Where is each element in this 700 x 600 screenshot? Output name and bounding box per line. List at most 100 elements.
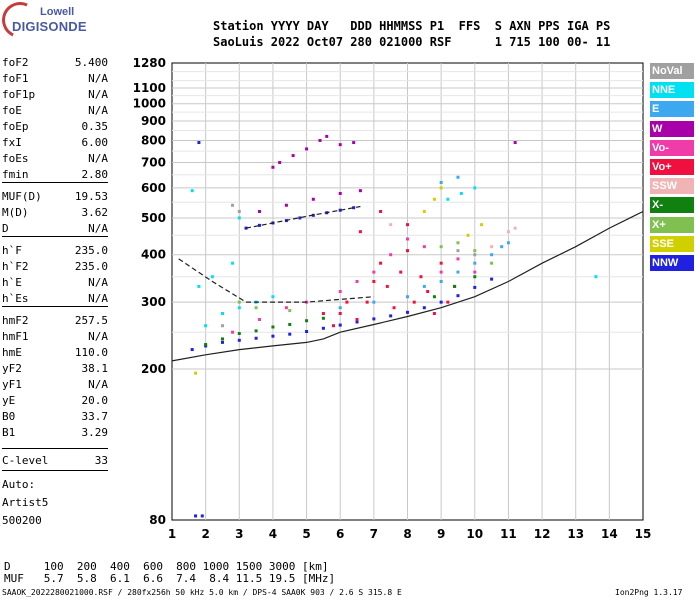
data-point-nnw [257, 223, 261, 227]
data-point-voplus [379, 261, 383, 265]
data-point-sse [194, 371, 198, 375]
param-name: fmin [2, 168, 29, 181]
legend-nnw: NNW [650, 255, 694, 271]
data-point-vominus [231, 330, 235, 334]
data-point-nnw [190, 348, 194, 352]
data-point-e [456, 270, 460, 274]
data-point-w [338, 143, 342, 147]
param-name: yE [2, 394, 16, 407]
data-point-vominus [439, 270, 443, 274]
data-point-voplus [358, 230, 362, 234]
data-point-nne [237, 306, 241, 310]
param-value: 3.29 [81, 426, 109, 439]
data-point-noval [456, 249, 460, 253]
profile-line-dashed-lower [178, 258, 374, 303]
data-point-vominus [372, 270, 376, 274]
param-row: MUF(D) 19.53 [2, 190, 108, 206]
param-row: foEp 0.35 [2, 120, 108, 136]
param-row: h`F 235.0 [2, 244, 108, 260]
data-point-xplus [490, 261, 494, 265]
data-point-nnw [200, 514, 204, 518]
data-point-vominus [456, 257, 460, 261]
x-tick-label: 9 [437, 527, 445, 541]
data-point-nne [210, 275, 214, 279]
data-point-voplus [446, 300, 450, 304]
param-name: foEs [2, 152, 29, 165]
lowell-digisonde-logo: Lowell DIGISONDE [0, 0, 87, 44]
param-row: foF2 5.400 [2, 56, 108, 72]
data-point-nnw [237, 338, 241, 342]
data-point-w [311, 197, 315, 201]
muf-row: MUF 5.7 5.8 6.1 6.6 7.4 8.4 11.5 19.5 [M… [4, 572, 336, 585]
param-row: foEs N/A [2, 152, 108, 168]
param-row: hmF1 N/A [2, 330, 108, 346]
param-value: 38.1 [81, 362, 109, 375]
data-point-xplus [237, 300, 241, 304]
x-tick-label: 10 [466, 527, 483, 541]
data-point-voplus [406, 249, 409, 253]
x-tick-label: 6 [336, 527, 344, 541]
data-point-e [456, 175, 460, 179]
param-row: h`F2 235.0 [2, 260, 108, 276]
y-tick-label: 600 [141, 181, 166, 195]
param-value: N/A [88, 152, 108, 165]
data-point-nne [231, 261, 235, 265]
param-row: foF1 N/A [2, 72, 108, 88]
data-point-e [372, 300, 376, 304]
data-point-voplus [399, 270, 403, 274]
param-value: 6.00 [81, 136, 109, 149]
param-name: foEp [2, 120, 29, 133]
data-point-voplus [419, 275, 423, 279]
data-point-nne [473, 186, 477, 190]
data-point-nnw [338, 323, 342, 327]
data-point-nnw [254, 336, 258, 340]
param-separator [2, 448, 108, 449]
y-tick-label: 1000 [133, 97, 166, 111]
data-point-e [422, 284, 426, 288]
data-point-voplus [426, 290, 430, 293]
x-tick-label: 7 [370, 527, 378, 541]
y-tick-label: 1280 [133, 56, 166, 70]
legend-vominus: Vo- [650, 139, 694, 156]
data-point-sse [422, 209, 426, 213]
param-row: hmF2 257.5 [2, 314, 108, 330]
param-value: N/A [88, 88, 108, 101]
param-value: 2.80 [81, 168, 109, 181]
param-name: B1 [2, 426, 16, 439]
data-point-e [406, 295, 409, 299]
param-name: h`Es [2, 292, 29, 305]
data-point-e [473, 261, 477, 265]
data-point-sse [466, 233, 470, 237]
data-point-noval [473, 253, 477, 257]
legend-sse: SSE [650, 235, 694, 252]
param-row: hmE 110.0 [2, 346, 108, 362]
data-point-e [500, 245, 504, 249]
param-name: foF1 [2, 72, 29, 85]
param-separator [2, 236, 108, 237]
legend-nne: NNE [650, 82, 694, 99]
param-row: fmin 2.80 [2, 168, 108, 184]
param-row: yF2 38.1 [2, 362, 108, 378]
param-value: 20.0 [81, 394, 109, 407]
x-tick-label: 1 [168, 527, 176, 541]
data-point-nnw [321, 326, 325, 330]
param-value: 5.400 [74, 56, 108, 69]
footer-file-info: SAAOK_2022280021000.RSF / 280fx256h 50 k… [2, 588, 402, 597]
x-tick-label: 11 [500, 527, 517, 541]
data-point-xminus [305, 319, 309, 323]
param-row: fxI 6.00 [2, 136, 108, 152]
data-point-nnw [422, 306, 426, 310]
param-name: hmF1 [2, 330, 29, 343]
data-point-nne [204, 324, 208, 328]
data-point-xminus [220, 337, 224, 341]
param-name: fxI [2, 136, 22, 149]
param-value: 33 [94, 454, 108, 467]
note-version: 500200 [2, 514, 42, 527]
data-point-nnw [490, 277, 494, 281]
data-point-nnw [473, 285, 477, 289]
note-auto: Auto: [2, 478, 36, 491]
param-value: N/A [88, 276, 108, 289]
data-point-nnw [194, 514, 198, 518]
param-name: M(D) [2, 206, 29, 219]
